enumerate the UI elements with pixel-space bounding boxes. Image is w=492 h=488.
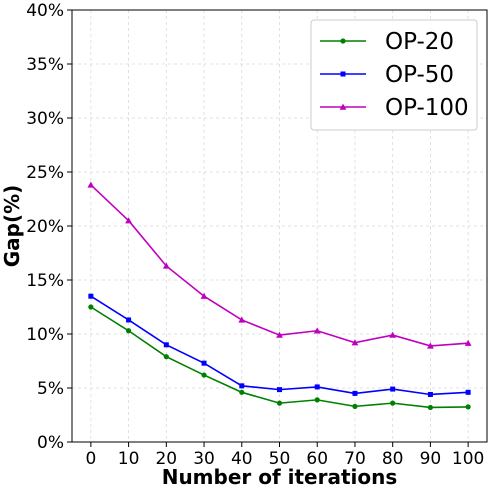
x-tick-label: 100 bbox=[452, 449, 484, 469]
data-point-op-20 bbox=[125, 328, 132, 334]
y-tick-label: 20% bbox=[26, 217, 64, 237]
legend-box bbox=[310, 19, 478, 131]
legend-swatch-marker bbox=[340, 38, 346, 44]
data-point-op-50 bbox=[201, 360, 207, 366]
x-tick-label: 30 bbox=[193, 449, 215, 469]
data-point-op-20 bbox=[276, 400, 283, 406]
y-tick-label: 35% bbox=[26, 55, 64, 75]
legend-label: OP-50 bbox=[385, 62, 454, 88]
x-tick-label: 40 bbox=[231, 449, 253, 469]
y-tick-label: 40% bbox=[26, 1, 64, 21]
y-tick-label: 10% bbox=[26, 325, 64, 345]
data-point-op-100 bbox=[162, 262, 170, 269]
data-point-op-50 bbox=[126, 317, 132, 323]
data-point-op-20 bbox=[239, 389, 245, 395]
legend-label: OP-100 bbox=[385, 95, 469, 121]
x-tick-label: 10 bbox=[118, 449, 140, 469]
data-point-op-50 bbox=[88, 293, 94, 299]
data-point-op-20 bbox=[427, 404, 434, 411]
data-point-op-50 bbox=[352, 390, 358, 396]
data-point-op-50 bbox=[277, 387, 282, 393]
data-point-op-50 bbox=[465, 389, 471, 395]
y-tick-label: 15% bbox=[26, 271, 64, 291]
data-point-op-20 bbox=[352, 403, 358, 409]
data-point-op-100 bbox=[313, 327, 321, 334]
data-point-op-100 bbox=[276, 331, 283, 338]
series-lines bbox=[87, 181, 472, 411]
legend: OP-20 OP-50 OP-100 bbox=[310, 19, 478, 131]
data-point-op-100 bbox=[351, 339, 359, 346]
axis-ticks: 0% 5% 10% 15% 20% 25% 30% 35% 40% 0 10 20 30 40 50 60 70… bbox=[26, 1, 484, 469]
y-tick-label: 25% bbox=[26, 163, 64, 183]
legend-item-op-50: OP-50 bbox=[320, 62, 454, 88]
data-point-op-100 bbox=[464, 339, 472, 346]
data-point-op-50 bbox=[239, 383, 245, 389]
y-tick-label: 5% bbox=[37, 379, 64, 399]
series-op-50 bbox=[88, 293, 471, 397]
data-point-op-100 bbox=[238, 316, 246, 323]
legend-item-op-100: OP-100 bbox=[320, 95, 469, 121]
x-tick-label: 90 bbox=[420, 449, 442, 469]
x-tick-label: 50 bbox=[269, 449, 291, 469]
data-point-op-50 bbox=[163, 342, 169, 348]
series-op-20 bbox=[88, 304, 471, 411]
data-point-op-100 bbox=[389, 331, 397, 338]
y-axis-title: Gap(%) bbox=[0, 185, 24, 268]
x-tick-label: 0 bbox=[85, 449, 96, 469]
data-point-op-100 bbox=[125, 217, 132, 224]
x-tick-label: 80 bbox=[382, 449, 404, 469]
data-point-op-100 bbox=[87, 181, 95, 188]
data-point-op-50 bbox=[314, 384, 320, 390]
legend-item-op-20: OP-20 bbox=[320, 29, 454, 55]
data-point-op-20 bbox=[88, 304, 94, 310]
data-point-op-50 bbox=[427, 391, 433, 397]
x-tick-label: 70 bbox=[344, 449, 366, 469]
data-point-op-20 bbox=[465, 404, 471, 410]
data-point-op-100 bbox=[427, 342, 434, 349]
data-point-op-20 bbox=[390, 400, 396, 406]
x-tick-label: 20 bbox=[155, 449, 177, 469]
legend-label: OP-20 bbox=[385, 29, 454, 55]
data-point-op-100 bbox=[200, 292, 208, 299]
data-point-op-20 bbox=[201, 372, 207, 378]
legend-swatch-marker bbox=[339, 103, 347, 110]
legend-swatch-marker bbox=[340, 71, 346, 77]
y-tick-label: 0% bbox=[37, 433, 64, 453]
data-point-op-20 bbox=[163, 354, 169, 360]
y-tick-label: 30% bbox=[26, 109, 64, 129]
data-point-op-50 bbox=[390, 386, 396, 392]
series-op-100 bbox=[87, 181, 472, 349]
x-tick-label: 60 bbox=[306, 449, 328, 469]
x-axis-title: Number of iterations bbox=[162, 465, 398, 488]
data-point-op-20 bbox=[314, 397, 320, 403]
